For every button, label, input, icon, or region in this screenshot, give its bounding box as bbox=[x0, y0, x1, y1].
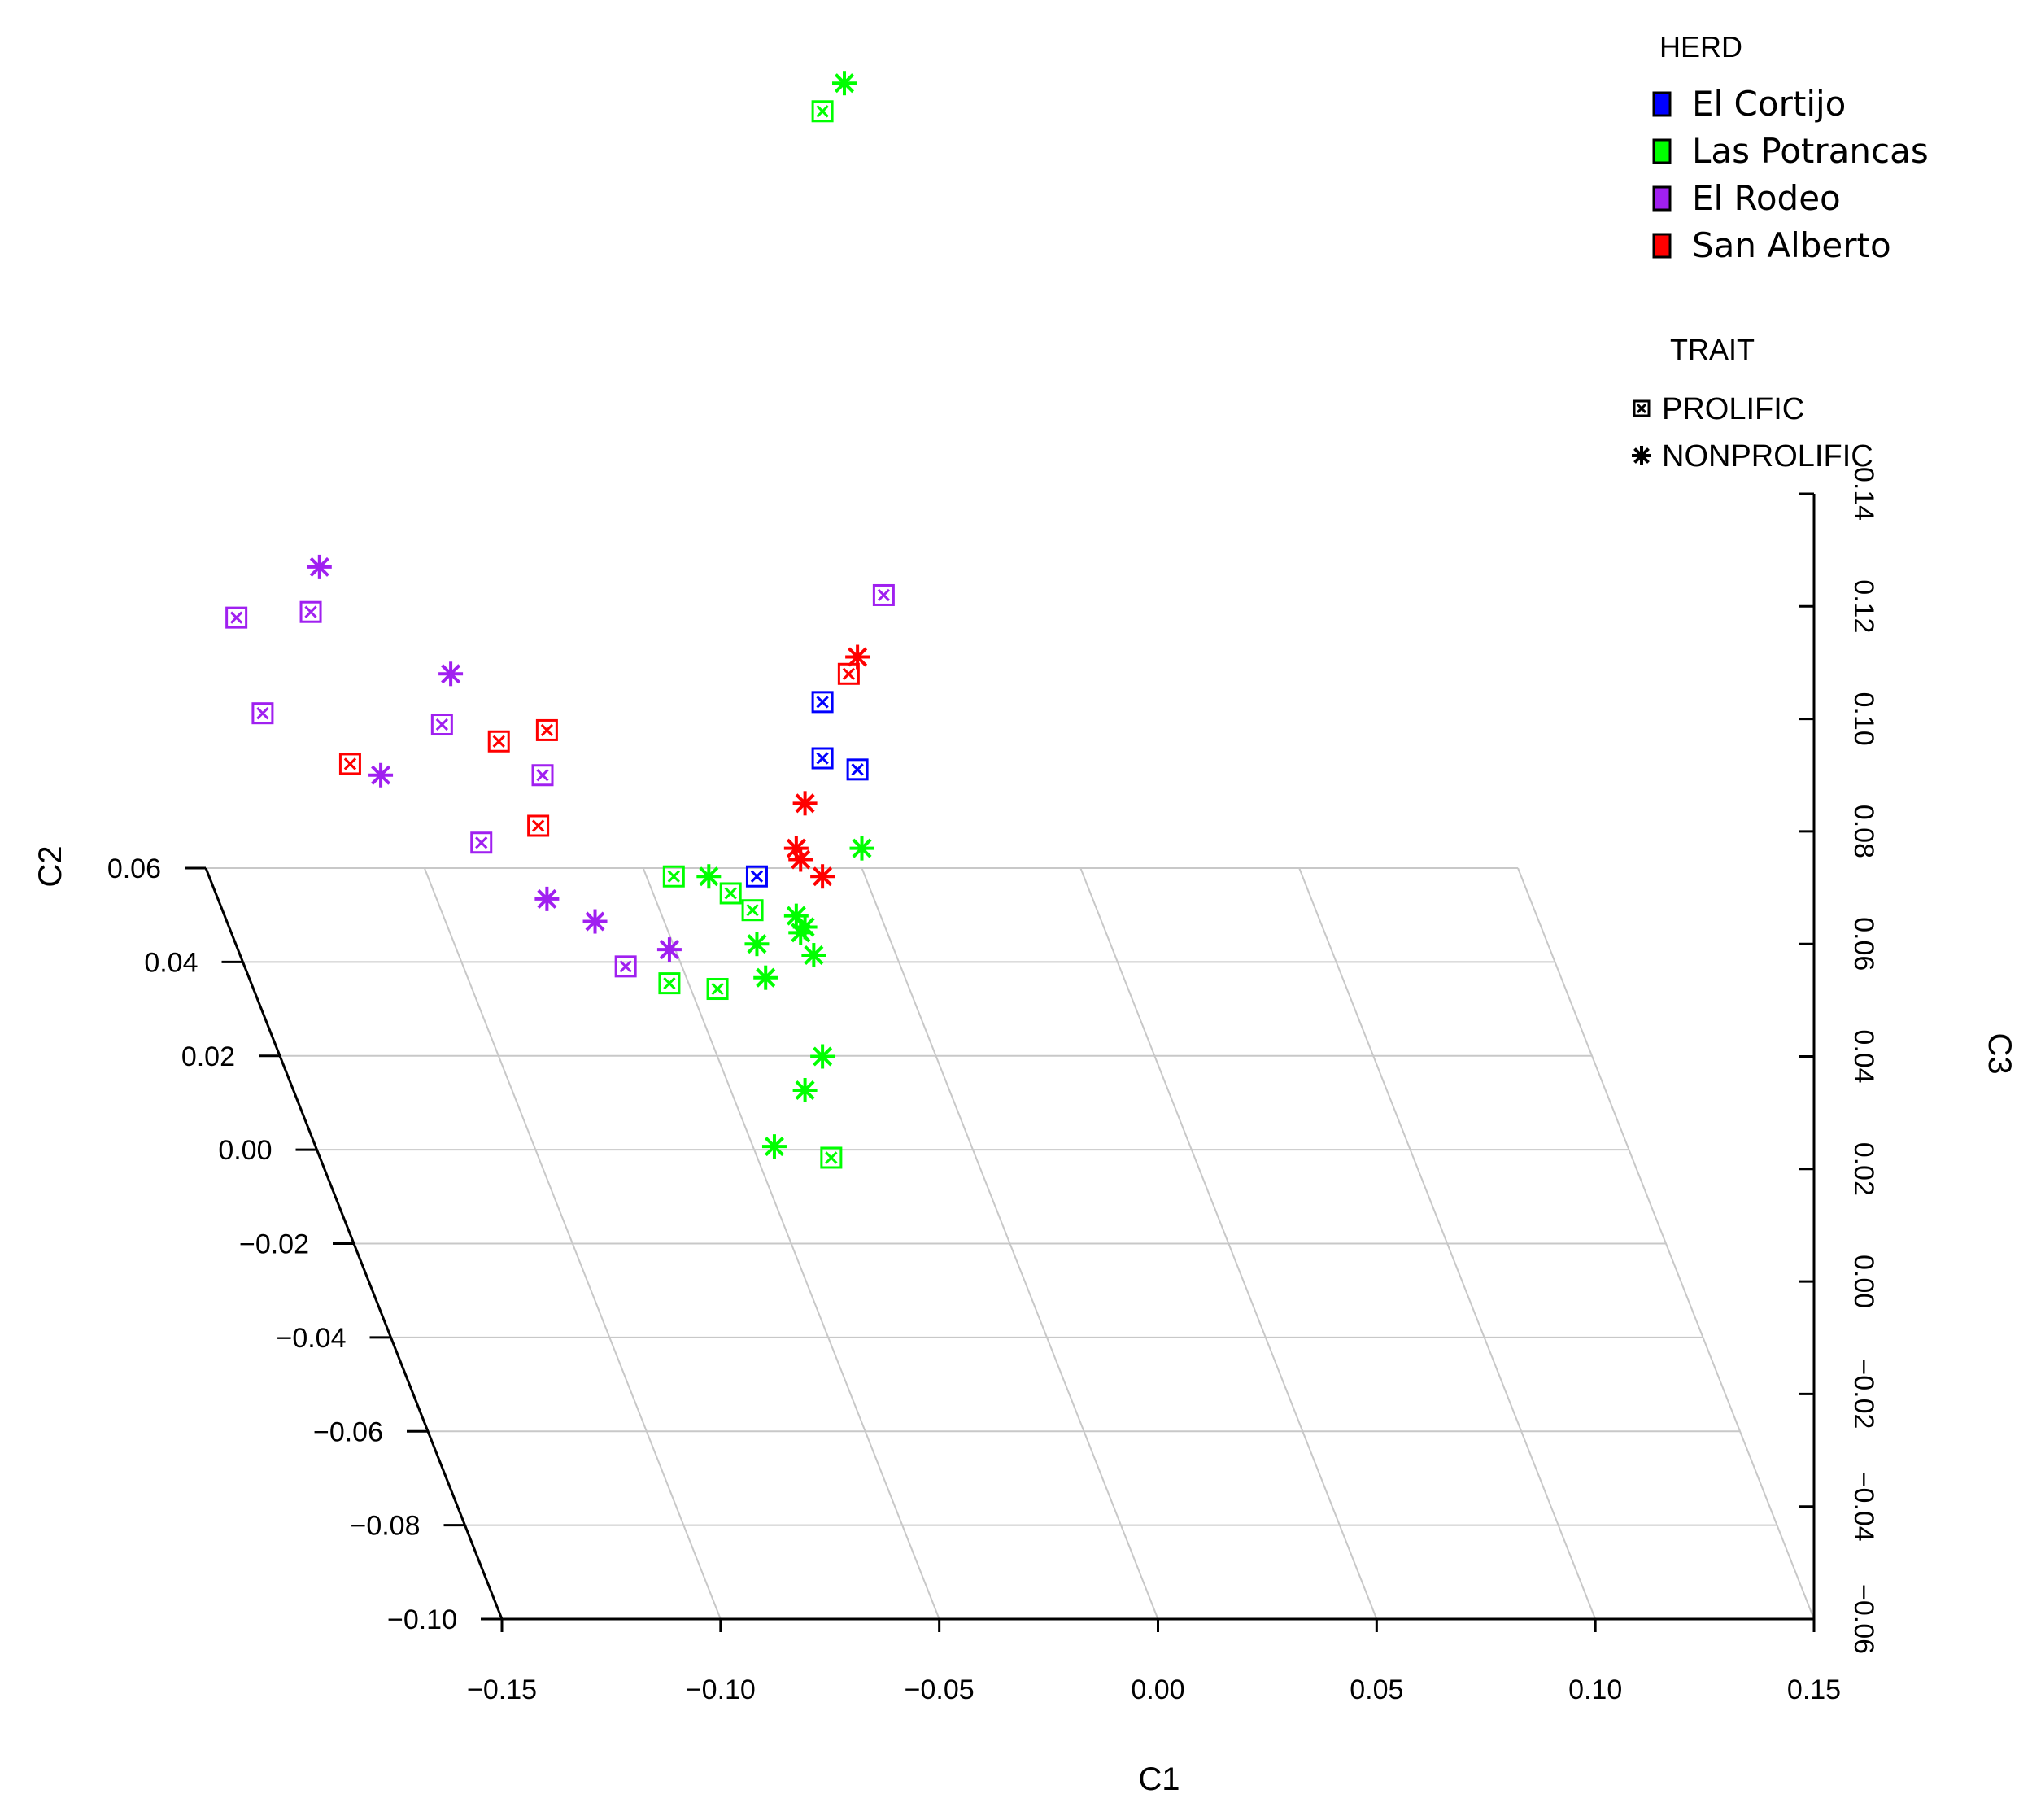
point-nonprolific bbox=[831, 71, 857, 96]
point-nonprolific bbox=[438, 661, 464, 687]
legend-swatch bbox=[1652, 91, 1672, 117]
z-tick-label: 0.00 bbox=[1848, 1255, 1879, 1308]
floor-grid bbox=[205, 867, 1815, 1620]
legend: HERD El Cortijo Las Potrancas El Rodeo San … bbox=[1632, 30, 1929, 474]
point-prolific bbox=[251, 702, 274, 725]
point-prolific bbox=[614, 955, 637, 978]
y-axis-title: C2 bbox=[33, 845, 68, 887]
x-tick-label: 0.10 bbox=[1568, 1674, 1622, 1705]
legend-trait-item: NONPROLIFIC bbox=[1632, 439, 1873, 474]
legend-trait-title: TRAIT bbox=[1670, 333, 1755, 366]
point-nonprolific bbox=[368, 762, 394, 788]
legend-trait-item: PROLIFIC bbox=[1633, 392, 1804, 426]
point-nonprolific bbox=[810, 864, 835, 889]
z-tick-label: −0.06 bbox=[1848, 1584, 1879, 1654]
point-nonprolific bbox=[656, 937, 682, 962]
y-tick-label: 0.02 bbox=[181, 1041, 235, 1072]
point-nonprolific bbox=[788, 847, 813, 872]
point-nonprolific bbox=[792, 791, 818, 816]
point-prolific bbox=[535, 718, 558, 741]
point-prolific bbox=[662, 865, 685, 888]
point-prolific bbox=[531, 764, 554, 787]
point-prolific bbox=[846, 758, 869, 781]
point-nonprolific bbox=[810, 1044, 835, 1069]
data-points bbox=[225, 71, 895, 1169]
point-nonprolific bbox=[744, 932, 770, 957]
point-prolific bbox=[658, 972, 681, 995]
point-prolific bbox=[527, 814, 550, 837]
legend-herd-list: El Cortijo Las Potrancas El Rodeo San Alber… bbox=[1652, 84, 1929, 265]
legend-herd-label: San Alberto bbox=[1692, 225, 1891, 265]
legend-herd-item: Las Potrancas bbox=[1652, 131, 1929, 171]
point-nonprolific bbox=[534, 886, 560, 911]
point-prolific bbox=[470, 831, 493, 854]
legend-swatch bbox=[1652, 138, 1672, 164]
legend-herd-item: El Rodeo bbox=[1652, 178, 1841, 218]
x-tick-label: 0.15 bbox=[1787, 1674, 1841, 1705]
legend-herd-label: Las Potrancas bbox=[1692, 131, 1929, 171]
point-nonprolific bbox=[788, 920, 813, 945]
point-nonprolific bbox=[307, 554, 332, 579]
legend-herd-label: El Rodeo bbox=[1692, 178, 1841, 218]
y-tick-label: 0.00 bbox=[218, 1135, 272, 1166]
point-prolific bbox=[745, 865, 768, 888]
y-tick-label: −0.08 bbox=[350, 1511, 420, 1542]
point-prolific bbox=[719, 882, 742, 905]
legend-trait-list: PROLIFIC NONPROLIFIC bbox=[1632, 392, 1873, 474]
x-tick-label: −0.05 bbox=[905, 1674, 975, 1705]
z-tick-label: 0.12 bbox=[1848, 579, 1879, 633]
point-prolific bbox=[811, 691, 834, 714]
axes bbox=[185, 492, 1816, 1632]
legend-herd-item: El Cortijo bbox=[1652, 84, 1846, 124]
point-prolific bbox=[811, 747, 834, 770]
point-nonprolific bbox=[696, 864, 722, 889]
y-tick-label: −0.04 bbox=[276, 1323, 346, 1354]
z-tick-label: −0.04 bbox=[1848, 1472, 1879, 1542]
point-prolific bbox=[487, 730, 510, 753]
point-nonprolific bbox=[761, 1134, 787, 1159]
legend-trait-label: NONPROLIFIC bbox=[1662, 439, 1873, 474]
point-prolific bbox=[430, 714, 453, 736]
x-tick-label: 0.00 bbox=[1131, 1674, 1184, 1705]
point-prolific bbox=[741, 899, 764, 922]
point-nonprolific bbox=[849, 836, 874, 861]
z-tick-label: 0.08 bbox=[1848, 805, 1879, 858]
y-tick-label: −0.02 bbox=[239, 1229, 309, 1260]
point-prolific bbox=[811, 100, 834, 123]
x-tick-label: 0.05 bbox=[1350, 1674, 1403, 1705]
z-tick-label: 0.14 bbox=[1848, 467, 1879, 521]
legend-herd-title: HERD bbox=[1659, 30, 1742, 63]
tick-labels: −0.15 −0.10 −0.05 0.00 0.05 0.10 0.15 −0.10 −0.0… bbox=[107, 467, 1879, 1705]
x-axis-title: C1 bbox=[1138, 1761, 1180, 1797]
x-tick-label: −0.15 bbox=[467, 1674, 537, 1705]
legend-herd-label: El Cortijo bbox=[1692, 84, 1846, 124]
z-tick-label: 0.10 bbox=[1848, 692, 1879, 746]
point-prolific bbox=[299, 600, 322, 623]
point-nonprolific bbox=[792, 1077, 818, 1102]
legend-swatch bbox=[1652, 233, 1672, 259]
z-axis-title: C3 bbox=[1982, 1032, 2017, 1074]
legend-swatch bbox=[1652, 185, 1672, 212]
point-nonprolific bbox=[801, 943, 826, 968]
point-prolific bbox=[820, 1146, 843, 1169]
y-tick-label: −0.10 bbox=[387, 1604, 457, 1635]
point-prolific bbox=[225, 606, 248, 629]
x-tick-label: −0.10 bbox=[686, 1674, 756, 1705]
z-tick-label: 0.06 bbox=[1848, 917, 1879, 971]
point-prolific bbox=[706, 978, 729, 1001]
point-prolific bbox=[872, 583, 895, 606]
z-tick-label: 0.04 bbox=[1848, 1029, 1879, 1083]
point-prolific bbox=[338, 753, 361, 775]
point-nonprolific bbox=[753, 965, 778, 990]
legend-herd-item: San Alberto bbox=[1652, 225, 1891, 265]
y-tick-label: 0.04 bbox=[144, 947, 198, 978]
z-tick-label: 0.02 bbox=[1848, 1142, 1879, 1196]
y-tick-label: −0.06 bbox=[313, 1416, 383, 1447]
y-tick-label: 0.06 bbox=[107, 853, 161, 884]
legend-trait-label: PROLIFIC bbox=[1662, 392, 1804, 426]
point-nonprolific bbox=[582, 909, 608, 934]
z-tick-label: −0.02 bbox=[1848, 1359, 1879, 1429]
point-prolific bbox=[837, 662, 860, 685]
